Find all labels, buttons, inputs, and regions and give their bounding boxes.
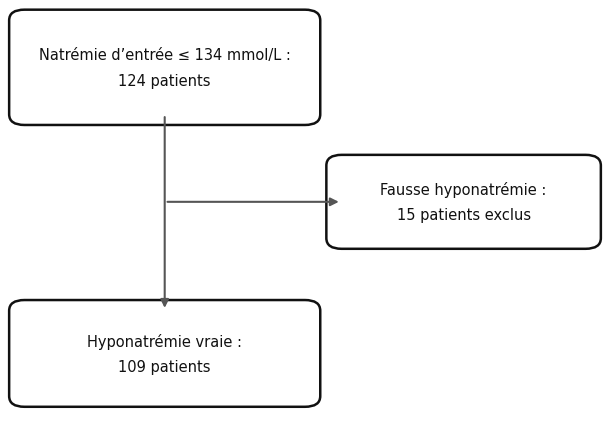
Text: Hyponatrémie vraie :: Hyponatrémie vraie : (87, 333, 242, 349)
FancyBboxPatch shape (9, 300, 320, 407)
FancyBboxPatch shape (326, 155, 601, 249)
Text: Fausse hyponatrémie :: Fausse hyponatrémie : (381, 181, 547, 198)
Text: Natrémie d’entrée ≤ 134 mmol/L :: Natrémie d’entrée ≤ 134 mmol/L : (39, 48, 290, 63)
Text: 15 patients exclus: 15 patients exclus (396, 207, 531, 223)
FancyBboxPatch shape (9, 11, 320, 126)
Text: 124 patients: 124 patients (118, 73, 211, 89)
Text: 109 patients: 109 patients (118, 359, 211, 374)
